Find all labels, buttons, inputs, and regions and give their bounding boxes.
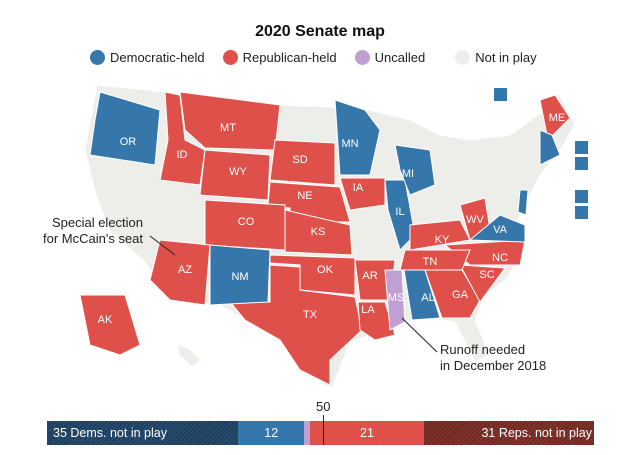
annotation-line: in December 2018 (440, 358, 547, 373)
state-ia (339, 177, 386, 211)
dc-square (494, 88, 507, 101)
state-label: VA (493, 224, 508, 236)
hawaii (178, 345, 200, 366)
dem-dot-icon (90, 50, 105, 65)
state-sc (459, 264, 506, 303)
small-state-square (575, 157, 588, 170)
state-label: WV (466, 214, 484, 226)
annotation-line: for McCain's seat (43, 231, 144, 246)
annotation-line: Special election (51, 215, 144, 230)
bar-segment-rep: 21 (309, 421, 425, 445)
state-mi (394, 144, 436, 196)
state-label: AL (421, 292, 434, 304)
state-ms (384, 269, 406, 331)
legend-label: Uncalled (374, 50, 426, 65)
state-az (149, 239, 211, 306)
bar-segment-uncalled (304, 421, 310, 445)
bar-segment-label: 12 (264, 426, 279, 440)
legend-label: Not in play (475, 50, 537, 65)
map-title: 2020 Senate map (255, 23, 385, 40)
state-label: OR (120, 136, 137, 148)
state-ks (284, 209, 353, 256)
mccain-leader-line (149, 235, 176, 256)
state-label: TN (423, 256, 438, 268)
legend-rep: Republican-held (222, 50, 337, 65)
small-state-square (575, 206, 588, 219)
state-label: GA (452, 289, 469, 301)
state-label: KY (435, 234, 450, 246)
state-mn (334, 99, 381, 176)
legend-not-in-play: Not in play (455, 50, 537, 65)
legend-uncalled: Uncalled (354, 50, 426, 65)
majority-line (323, 415, 324, 445)
state-label: AZ (178, 264, 192, 276)
state-label: SC (479, 269, 494, 281)
state-label: IA (353, 182, 364, 194)
small-state-square (575, 190, 588, 203)
state-label: LA (361, 304, 375, 316)
bar-segment-rep_dark: 31 Reps. not in play (424, 421, 594, 445)
state-label: SD (292, 154, 307, 166)
legend-label: Republican-held (242, 50, 337, 65)
small-state-square (575, 141, 588, 154)
state-la (357, 301, 396, 341)
legend-dem: Democratic-held (90, 50, 205, 65)
state-label: MI (402, 168, 414, 180)
state-label: AR (362, 270, 377, 282)
bar-segment-label: 35 Dems. not in play (53, 426, 167, 440)
state-dem-small (539, 129, 561, 166)
state-label: OK (317, 264, 334, 276)
state-label: KS (311, 226, 326, 238)
state-label: AK (98, 314, 113, 326)
state-me (539, 94, 571, 142)
bar-segment-label: 31 Reps. not in play (481, 426, 592, 440)
bar-segment-dem_dark: 35 Dems. not in play (47, 421, 239, 445)
rep-dot-icon (222, 50, 238, 65)
state-label: TX (303, 309, 318, 321)
state-label: MN (341, 138, 358, 150)
state-label: MT (220, 122, 236, 134)
bar-segment-label: 21 (360, 426, 374, 440)
annotation-line: Runoff needed (440, 342, 526, 357)
state-label: ME (549, 112, 566, 124)
state-ak (79, 294, 141, 356)
state-or (89, 91, 161, 166)
legend: Democratic-held Republican-held Uncalled… (90, 50, 555, 65)
state-label: ID (177, 149, 188, 161)
runoff-annotation: Runoff needed in December 2018 (440, 342, 546, 374)
state-nm (209, 244, 271, 306)
state-label: CO (238, 216, 255, 228)
state-label: NM (231, 271, 248, 283)
majority-label: 50 (316, 399, 331, 414)
state-label: MS (388, 292, 405, 304)
state-il (384, 179, 416, 251)
us-map: OR ID MT WY SD NE MN IA IL MI CO KS OK TX NM AZ AK AR LA MS… (79, 84, 588, 389)
legend-label: Democratic-held (110, 50, 205, 65)
not-in-play-dot-icon (455, 50, 471, 65)
state-sd (269, 139, 336, 186)
uncalled-dot-icon (354, 50, 370, 65)
state-mt (179, 91, 281, 151)
state-va (468, 214, 526, 243)
state-label: NC (492, 252, 508, 264)
runoff-leader-line (401, 317, 438, 353)
mccain-annotation: Special election for McCain's seat (43, 215, 143, 247)
bar-segment-dem: 12 (238, 421, 305, 445)
state-label: NE (297, 190, 312, 202)
state-tn (399, 249, 471, 271)
state-label: IL (395, 206, 404, 218)
state-id (159, 91, 206, 186)
seat-count-bar: 35 Dems. not in play 12 21 31 Reps. not in … (47, 421, 594, 445)
state-label: WY (229, 166, 247, 178)
state-dem-small (517, 189, 529, 216)
